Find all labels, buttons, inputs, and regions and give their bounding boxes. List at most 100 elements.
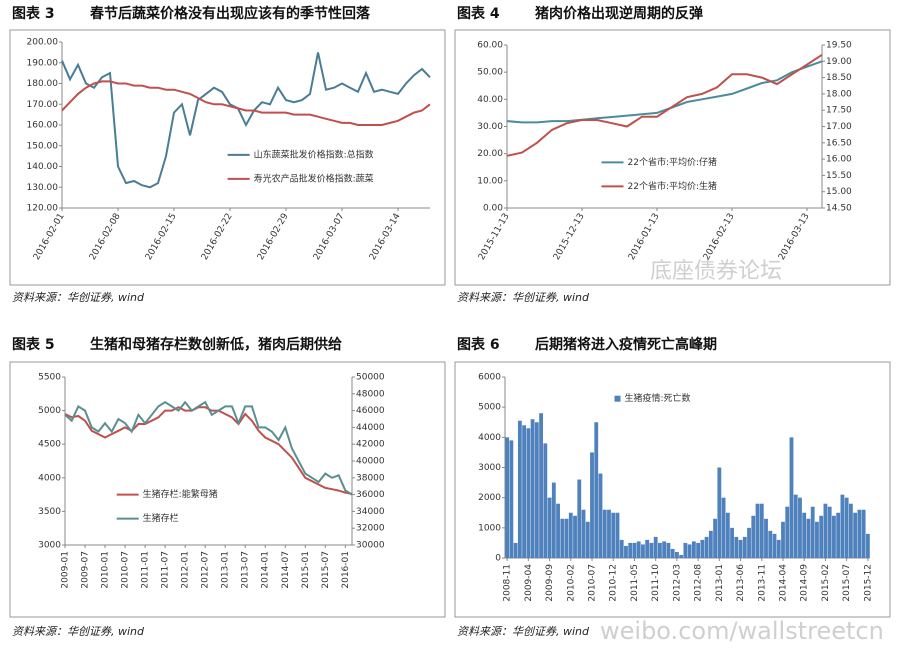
x-tick-label: 2013-01 [715, 564, 725, 602]
bar [662, 541, 667, 558]
watermark: 底座债券论坛 [650, 259, 782, 284]
bar [708, 530, 713, 558]
y2-tick-label: 19.00 [826, 57, 852, 67]
legend-label: 山东蔬菜批发价格指数:总指数 [254, 148, 374, 160]
y-tick-label: 0.00 [483, 204, 503, 214]
bar [564, 518, 569, 558]
chart-label: 图表 5 [12, 336, 55, 353]
y2-tick-label: 44000 [356, 423, 385, 433]
bar [624, 545, 628, 558]
bar [764, 518, 768, 558]
bar [798, 497, 802, 558]
x-tick-label: 2015-12 [863, 564, 873, 602]
bar [547, 497, 552, 558]
y2-tick-label: 19.50 [826, 41, 852, 51]
x-tick-label: 2016-01 [341, 551, 351, 589]
bar [505, 437, 510, 558]
legend-label: 寿光农产品批发价格指数:蔬菜 [254, 172, 374, 184]
bar [742, 536, 747, 558]
y-tick-label: 150.00 [27, 141, 59, 151]
bar [560, 518, 565, 558]
x-tick-label: 2010-02 [566, 564, 576, 602]
x-tick-label: 2011-07 [161, 551, 171, 589]
x-tick-label: 2015-07 [842, 564, 852, 602]
x-tick-label: 2014-09 [800, 564, 810, 602]
bar [823, 503, 828, 558]
x-tick-label: 2015-02 [821, 564, 831, 602]
bar [517, 420, 522, 558]
y-tick-label: 130.00 [27, 183, 59, 193]
source-note: 资料来源：华创证券, wind [12, 625, 145, 638]
x-tick-label: 2014-07 [281, 551, 291, 589]
bar [509, 440, 514, 558]
y-tick-label: 4000 [38, 473, 61, 483]
x-tick-label: 2011-05 [630, 564, 640, 602]
bar [832, 515, 836, 558]
y-tick-label: 5000 [38, 406, 61, 416]
bar [844, 497, 849, 558]
chart-label: 图表 4 [457, 5, 500, 22]
y2-tick-label: 16.50 [826, 138, 852, 148]
bar [793, 494, 798, 558]
chart-title: 生猪和母猪存栏数创新低，猪肉后期供给 [90, 336, 342, 353]
chart-title: 猪肉价格出现逆周期的反弹 [534, 5, 703, 22]
bar [810, 506, 815, 558]
bar [602, 509, 607, 558]
bar [573, 515, 577, 558]
source-note: 资料来源：华创证券, wind [457, 625, 590, 638]
bar [513, 542, 518, 558]
bar [658, 542, 662, 558]
bar [581, 509, 586, 558]
y2-tick-label: 48000 [356, 389, 385, 399]
x-tick-label: 2008-11 [503, 564, 513, 602]
source-note: 资料来源：华创证券, wind [457, 291, 590, 304]
bar [815, 521, 819, 558]
y2-tick-label: 34000 [356, 507, 385, 517]
y2-tick-label: 38000 [356, 473, 385, 483]
bar [819, 515, 824, 558]
y2-tick-label: 36000 [356, 490, 385, 500]
x-tick-label: 2013-01 [221, 551, 231, 589]
bar [568, 512, 573, 558]
series-line [61, 80, 431, 126]
legend-label: 22个省市:平均价:仔猪 [628, 156, 718, 168]
chart-title: 春节后蔬菜价格没有出现应该有的季节性回落 [89, 5, 371, 22]
bar [848, 503, 853, 558]
y2-tick-label: 17.00 [826, 122, 852, 132]
bar [776, 539, 781, 558]
bar [679, 554, 684, 558]
y-tick-label: 140.00 [27, 162, 59, 172]
bar [759, 503, 764, 558]
series-line [64, 400, 353, 496]
y-tick-label: 3500 [38, 507, 61, 517]
chart-title: 后期猪将进入疫情死亡高峰期 [535, 336, 717, 353]
bar [755, 503, 760, 558]
x-tick-label: 2009-07 [81, 551, 91, 589]
x-tick-label: 2015-01 [301, 551, 311, 589]
x-tick-label: 2010-07 [588, 564, 598, 602]
x-tick-label: 2014-01 [261, 551, 271, 589]
source-note: 资料来源：华创证券, wind [12, 291, 145, 304]
bar [598, 473, 603, 558]
y-tick-label: 3000 [478, 463, 501, 473]
y-tick-label: 190.00 [27, 58, 59, 68]
bar [666, 542, 671, 558]
bar [802, 512, 807, 558]
bar [687, 544, 692, 558]
x-tick-label: 2009-09 [545, 564, 555, 602]
bar [721, 497, 726, 558]
y-tick-label: 5000 [478, 403, 501, 413]
bar [543, 443, 548, 558]
y-tick-label: 0 [495, 554, 501, 564]
bar [670, 548, 675, 558]
bar [806, 518, 811, 558]
x-tick-label: 2012-01 [181, 551, 191, 589]
x-tick-label: 2015-07 [321, 551, 331, 589]
bar [700, 539, 705, 558]
y-tick-label: 20.00 [477, 149, 503, 159]
x-tick-label: 2012-08 [694, 564, 704, 602]
y2-tick-label: 15.00 [826, 187, 852, 197]
y-tick-label: 160.00 [27, 121, 59, 131]
bar [704, 536, 709, 558]
watermark: weibo.com/wallstreetcn [600, 617, 884, 645]
